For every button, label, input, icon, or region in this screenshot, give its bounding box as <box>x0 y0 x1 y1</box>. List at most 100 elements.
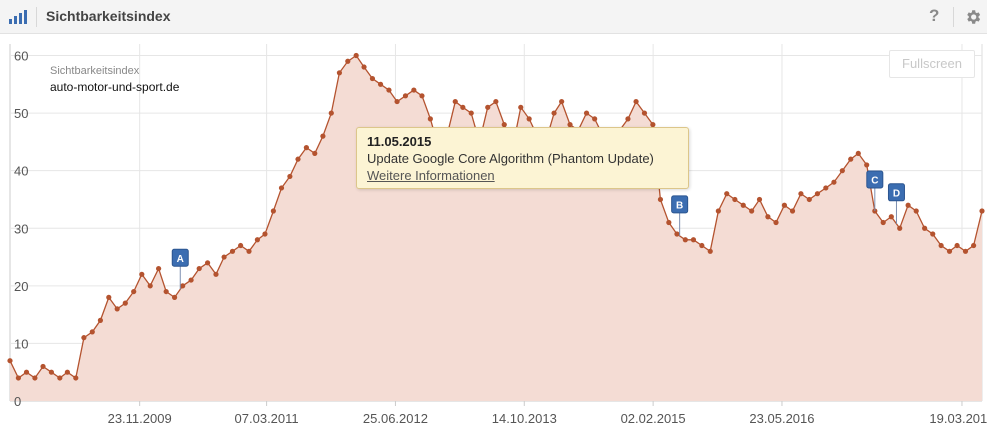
event-flag-a[interactable] <box>171 248 189 267</box>
data-point[interactable] <box>798 191 804 197</box>
data-point[interactable] <box>922 225 928 231</box>
data-point[interactable] <box>954 242 960 249</box>
data-point[interactable] <box>559 98 565 105</box>
more-info-link[interactable]: Weitere Informationen <box>367 168 495 183</box>
data-point[interactable] <box>147 283 153 289</box>
data-point[interactable] <box>781 202 788 208</box>
data-point[interactable] <box>567 122 573 128</box>
data-point[interactable] <box>773 219 779 226</box>
fullscreen-button[interactable]: Fullscreen <box>889 50 975 78</box>
data-point[interactable] <box>23 369 30 375</box>
help-icon[interactable]: ? <box>929 6 940 25</box>
data-point[interactable] <box>336 70 343 76</box>
data-point[interactable] <box>32 375 38 381</box>
data-point[interactable] <box>518 104 524 110</box>
data-point[interactable] <box>163 288 169 295</box>
data-point[interactable] <box>855 150 861 157</box>
data-point[interactable] <box>246 248 252 254</box>
data-point[interactable] <box>114 306 120 312</box>
data-point[interactable] <box>48 369 55 375</box>
data-point[interactable] <box>765 214 771 220</box>
data-point[interactable] <box>740 202 746 208</box>
data-point[interactable] <box>213 271 219 277</box>
data-point[interactable] <box>171 294 178 300</box>
data-point[interactable] <box>468 110 474 116</box>
data-point[interactable] <box>806 196 812 203</box>
data-point[interactable] <box>287 173 293 180</box>
gear-icon[interactable] <box>964 8 982 26</box>
data-point[interactable] <box>452 98 458 105</box>
data-point[interactable] <box>89 329 95 335</box>
data-point[interactable] <box>633 98 639 105</box>
data-point[interactable] <box>303 145 309 151</box>
data-point[interactable] <box>97 317 104 323</box>
data-point[interactable] <box>749 208 755 214</box>
data-point[interactable] <box>674 231 680 237</box>
data-point[interactable] <box>583 110 590 116</box>
data-point[interactable] <box>345 58 351 64</box>
data-point[interactable] <box>666 219 672 226</box>
data-point[interactable] <box>756 196 763 203</box>
data-point[interactable] <box>402 93 409 99</box>
data-point[interactable] <box>15 375 21 381</box>
data-point[interactable] <box>204 260 211 266</box>
data-point[interactable] <box>946 248 953 254</box>
data-point[interactable] <box>823 185 829 191</box>
data-point[interactable] <box>238 242 244 249</box>
data-point[interactable] <box>460 104 466 110</box>
data-point[interactable] <box>394 98 400 105</box>
data-point[interactable] <box>156 265 162 272</box>
data-point[interactable] <box>864 162 870 168</box>
data-point[interactable] <box>369 75 376 82</box>
data-point[interactable] <box>131 288 137 295</box>
data-point[interactable] <box>57 375 63 381</box>
data-point[interactable] <box>328 110 334 116</box>
data-point[interactable] <box>353 52 359 59</box>
data-point[interactable] <box>312 150 318 157</box>
data-point[interactable] <box>411 87 417 93</box>
data-point[interactable] <box>650 122 656 128</box>
data-point[interactable] <box>913 208 919 214</box>
data-point[interactable] <box>938 242 944 249</box>
data-point[interactable] <box>7 358 13 364</box>
data-point[interactable] <box>270 208 276 214</box>
data-point[interactable] <box>180 283 186 289</box>
data-point[interactable] <box>831 179 837 185</box>
data-point[interactable] <box>789 208 796 214</box>
data-point[interactable] <box>501 122 507 128</box>
data-point[interactable] <box>707 248 713 254</box>
data-point[interactable] <box>971 242 977 249</box>
data-point[interactable] <box>377 81 384 87</box>
data-point[interactable] <box>419 93 425 99</box>
data-point[interactable] <box>73 375 79 381</box>
data-point[interactable] <box>188 277 194 283</box>
data-point[interactable] <box>485 104 491 110</box>
event-flag-c[interactable] <box>866 170 884 189</box>
data-point[interactable] <box>814 191 821 197</box>
data-point[interactable] <box>221 254 227 260</box>
data-point[interactable] <box>682 237 688 243</box>
data-point[interactable] <box>81 335 87 341</box>
data-point[interactable] <box>262 231 268 237</box>
data-point[interactable] <box>229 248 236 254</box>
data-point[interactable] <box>690 237 697 243</box>
data-point[interactable] <box>625 116 631 122</box>
data-point[interactable] <box>592 116 598 122</box>
data-point[interactable] <box>254 237 260 243</box>
data-point[interactable] <box>122 300 128 306</box>
data-point[interactable] <box>196 265 202 272</box>
data-point[interactable] <box>724 191 730 197</box>
data-point[interactable] <box>526 116 532 122</box>
data-point[interactable] <box>427 116 433 122</box>
data-point[interactable] <box>979 208 985 214</box>
data-point[interactable] <box>106 294 112 300</box>
data-point[interactable] <box>361 64 367 70</box>
data-point[interactable] <box>905 202 911 208</box>
data-point[interactable] <box>295 156 301 162</box>
data-point[interactable] <box>848 156 854 162</box>
data-point[interactable] <box>641 110 648 116</box>
data-point[interactable] <box>715 208 721 214</box>
data-point[interactable] <box>897 225 903 231</box>
data-point[interactable] <box>880 219 886 226</box>
data-point[interactable] <box>732 196 738 203</box>
